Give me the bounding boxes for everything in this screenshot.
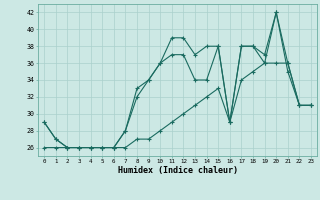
- X-axis label: Humidex (Indice chaleur): Humidex (Indice chaleur): [118, 166, 238, 175]
